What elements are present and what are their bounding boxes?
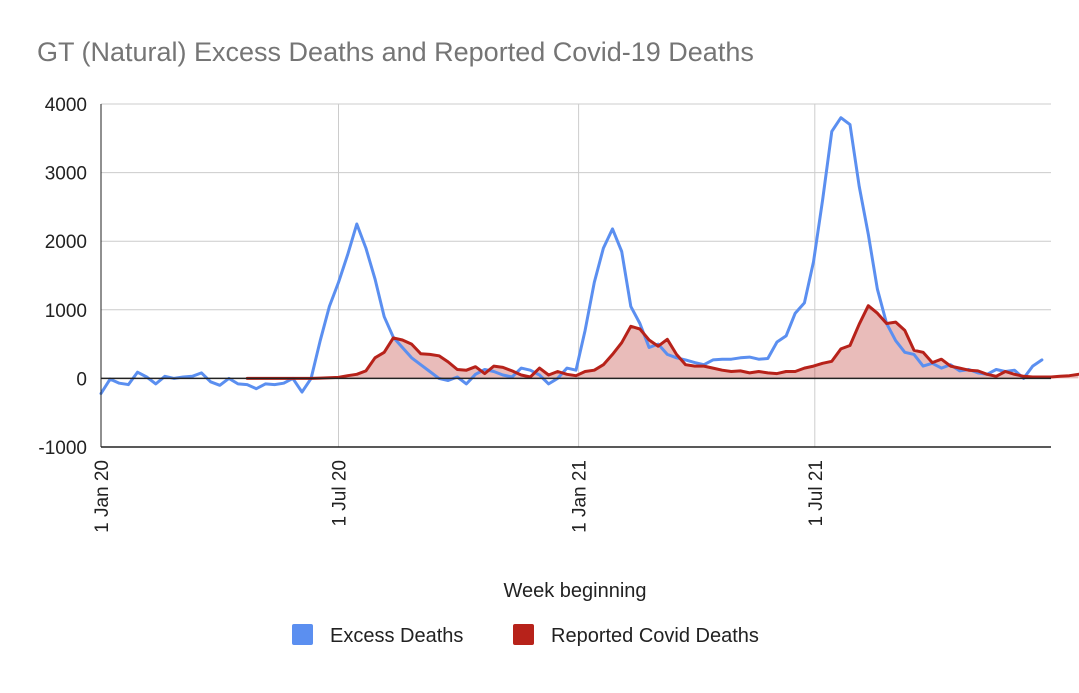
x-tick-label: 1 Jul 21: [806, 460, 827, 527]
legend-label: Reported Covid Deaths: [551, 625, 759, 647]
y-tick-label: 2000: [45, 232, 87, 253]
y-tick-label: 0: [76, 369, 87, 390]
series-line-1: [245, 304, 1079, 380]
y-tick-label: -1000: [38, 438, 87, 459]
legend-swatch: [292, 624, 313, 645]
line-layer: [99, 116, 1079, 395]
series-area-1: [247, 305, 1079, 379]
y-tick-label: 4000: [45, 95, 87, 116]
x-tick-label: 1 Jan 20: [92, 460, 113, 533]
x-tick-label: 1 Jul 20: [330, 460, 351, 527]
x-axis-title: Week beginning: [503, 580, 646, 602]
y-tick-label: 3000: [45, 164, 87, 185]
grid-layer: [101, 103, 1051, 447]
legend-label: Excess Deaths: [330, 625, 463, 647]
legend-swatch: [513, 624, 534, 645]
area-layer: [247, 305, 1079, 379]
series-line-0: [99, 116, 1044, 395]
x-tick-label: 1 Jan 21: [570, 460, 591, 533]
legend: Excess Deaths Reported Covid Deaths: [292, 624, 759, 647]
chart-title: GT (Natural) Excess Deaths and Reported …: [37, 37, 754, 67]
y-tick-label: 1000: [45, 301, 87, 322]
